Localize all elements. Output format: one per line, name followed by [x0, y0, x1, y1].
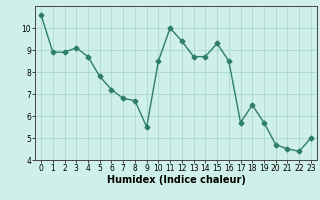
X-axis label: Humidex (Indice chaleur): Humidex (Indice chaleur) [107, 175, 245, 185]
